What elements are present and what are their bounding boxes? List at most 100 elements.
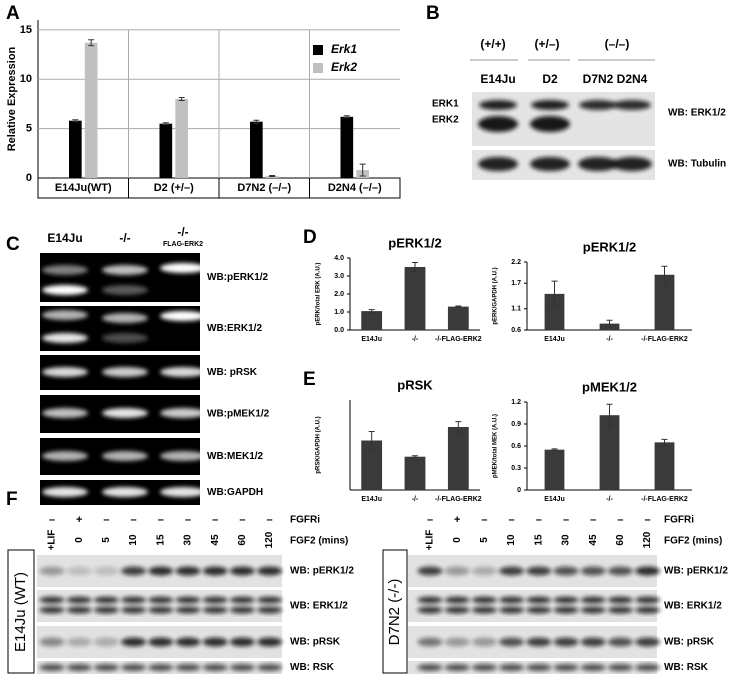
error-bar: [661, 438, 668, 446]
blot-band: [553, 606, 579, 614]
blot-band: [202, 664, 228, 671]
legend-label: Erk2: [331, 60, 357, 74]
error-bar: [162, 122, 169, 126]
y-tick-label: 1.7: [511, 280, 521, 287]
blot-band: [42, 310, 88, 320]
blot-band: [39, 606, 65, 614]
blot-band: [93, 637, 119, 647]
bar: [159, 123, 173, 178]
blot-band: [257, 596, 283, 604]
y-tick-label: 0.6: [511, 327, 521, 334]
lane-label: -/-: [119, 231, 130, 245]
blot-band: [471, 606, 497, 614]
error-bar: [253, 119, 260, 124]
bar: [404, 456, 426, 490]
blot-band: [578, 157, 618, 171]
blot-band: [607, 664, 633, 671]
lane-label: D7N2: [583, 72, 614, 86]
blot-band: [607, 566, 633, 576]
fgfri-sign: +: [454, 514, 460, 526]
bar: [249, 121, 263, 178]
blot-band: [229, 664, 255, 671]
blot-band: [148, 637, 174, 647]
blot-band: [471, 664, 497, 671]
blot-band: [202, 606, 228, 614]
fgfri-sign: –: [590, 514, 596, 526]
y-tick-label: 4.0: [334, 255, 344, 262]
blot-band: [202, 566, 228, 576]
fgfri-sign: –: [267, 514, 273, 526]
lane-label: E14Ju: [47, 231, 82, 245]
fgf2-time: 10: [506, 534, 517, 546]
blot-band: [635, 606, 661, 614]
fgfri-sign: –: [158, 514, 164, 526]
blot-band: [42, 265, 88, 275]
blot-band: [257, 606, 283, 614]
blot-band: [175, 606, 201, 614]
blot-band: [257, 664, 283, 671]
row-label: WB: ERK1/2: [290, 601, 348, 612]
x-tick-label: D2N4 (–/–): [328, 182, 382, 194]
fgf2-time: +LIF: [425, 530, 436, 551]
row-label: WB: pERK1/2: [664, 566, 728, 577]
error-bar: [412, 262, 418, 272]
legend-swatch: [313, 63, 323, 73]
x-tick-label: -/-FLAG-ERK2: [641, 496, 688, 503]
blot-band: [444, 596, 470, 604]
x-tick-label: E14Ju: [544, 496, 565, 503]
bar: [340, 116, 354, 178]
fgfri-sign: –: [131, 514, 137, 526]
panel-letter: F: [6, 489, 18, 510]
blot-band: [229, 606, 255, 614]
blot-band: [635, 566, 661, 576]
blot-band: [417, 596, 443, 604]
blot-band: [102, 367, 148, 377]
row-label: WB: pRSK: [290, 637, 341, 648]
blot-band: [553, 596, 579, 604]
blot-band: [148, 596, 174, 604]
row-label: WB:MEK1/2: [207, 451, 264, 462]
blot-band: [202, 637, 228, 647]
y-axis-label: pMEK/total MEK (A.U.): [493, 414, 499, 478]
blot-band: [229, 566, 255, 576]
y-tick-label: 5: [26, 123, 32, 135]
blot-band: [121, 606, 147, 614]
x-tick-label: -/-: [606, 336, 613, 343]
fgfri-sign: –: [49, 514, 55, 526]
blot-band: [553, 637, 579, 647]
blot-band: [66, 664, 92, 671]
y-tick-label: 2.2: [511, 259, 521, 266]
category-cell: [309, 177, 401, 199]
blot-band: [121, 664, 147, 671]
blot-band: [471, 637, 497, 647]
blot-band: [478, 157, 518, 171]
error-bar: [178, 97, 185, 101]
y-axis-label: pRSK/GAPDH (A.U.): [316, 416, 322, 473]
fgfri-sign: –: [212, 514, 218, 526]
blot-band: [121, 637, 147, 647]
bar: [654, 274, 675, 330]
fgfri-sign: +: [76, 514, 82, 526]
fgf2-time: 15: [155, 534, 166, 546]
blot-band: [499, 664, 525, 671]
error-bar: [551, 280, 558, 308]
row-label: WB:GAPDH: [207, 487, 263, 498]
blot-band: [499, 606, 525, 614]
fgf2-time: 5: [479, 537, 490, 543]
blot-band: [499, 637, 525, 647]
fgfri-sign: –: [185, 514, 191, 526]
fgfri-label: FGFRi: [664, 515, 694, 526]
bar: [84, 42, 98, 179]
x-tick-label: E14Ju: [361, 336, 382, 343]
fgfri-sign: –: [103, 514, 109, 526]
blot-band: [102, 408, 148, 418]
blot-band: [66, 566, 92, 576]
error-bar: [661, 265, 668, 284]
legend-swatch: [313, 45, 323, 55]
y-tick-label: 0: [517, 487, 521, 494]
error-bar: [606, 403, 613, 427]
blot-band: [93, 664, 119, 671]
blot-band: [175, 664, 201, 671]
error-bar: [368, 309, 375, 314]
